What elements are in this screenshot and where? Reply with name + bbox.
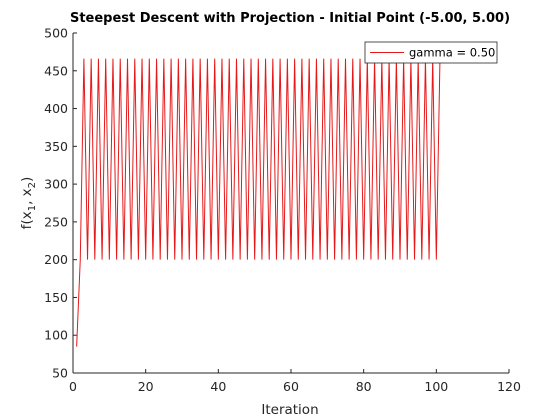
y-tick-label: 50 — [52, 366, 68, 381]
y-axis-label-main: f(x — [19, 211, 35, 229]
legend: gamma = 0.50 — [364, 41, 498, 64]
y-tick-label: 450 — [44, 63, 68, 78]
y-tick-label: 250 — [44, 214, 68, 229]
x-tick-label: 0 — [69, 379, 77, 394]
y-axis-label-sub2: 2 — [27, 182, 38, 188]
y-tick-label: 200 — [44, 252, 68, 267]
plot-area: 0 20 40 60 80 100 120 50 100 150 200 250 300 350 400 4… — [44, 26, 521, 395]
legend-box — [364, 41, 498, 64]
y-tick-label: 300 — [44, 177, 68, 192]
legend-label: gamma = 0.50 — [409, 46, 495, 60]
x-axis-label: Iteration — [261, 402, 318, 418]
series-line — [76, 58, 441, 347]
x-tick-label: 100 — [424, 379, 448, 394]
series-group — [76, 58, 441, 347]
chart-title: Steepest Descent with Projection - Initi… — [70, 11, 510, 26]
y-tick-label: 400 — [44, 101, 68, 116]
y-tick-label: 150 — [44, 290, 68, 305]
x-tick-label: 60 — [283, 379, 299, 394]
x-tick-label: 40 — [210, 379, 226, 394]
x-tick-label: 80 — [356, 379, 372, 394]
y-axis-label: f(x1, x2) — [19, 177, 38, 230]
y-axis-label-sep: , x — [19, 188, 35, 205]
x-tick-label: 120 — [497, 379, 521, 394]
x-tick-label: 20 — [138, 379, 154, 394]
y-axis-label-close: ) — [19, 177, 35, 182]
y-axis-label-sub1: 1 — [27, 205, 38, 211]
y-tick-label: 350 — [44, 139, 68, 154]
y-ticks: 50 100 150 200 250 300 350 400 450 500 — [44, 26, 77, 381]
y-tick-label: 500 — [44, 26, 68, 41]
y-tick-label: 100 — [44, 328, 68, 343]
x-ticks: 0 20 40 60 80 100 120 — [69, 369, 521, 394]
